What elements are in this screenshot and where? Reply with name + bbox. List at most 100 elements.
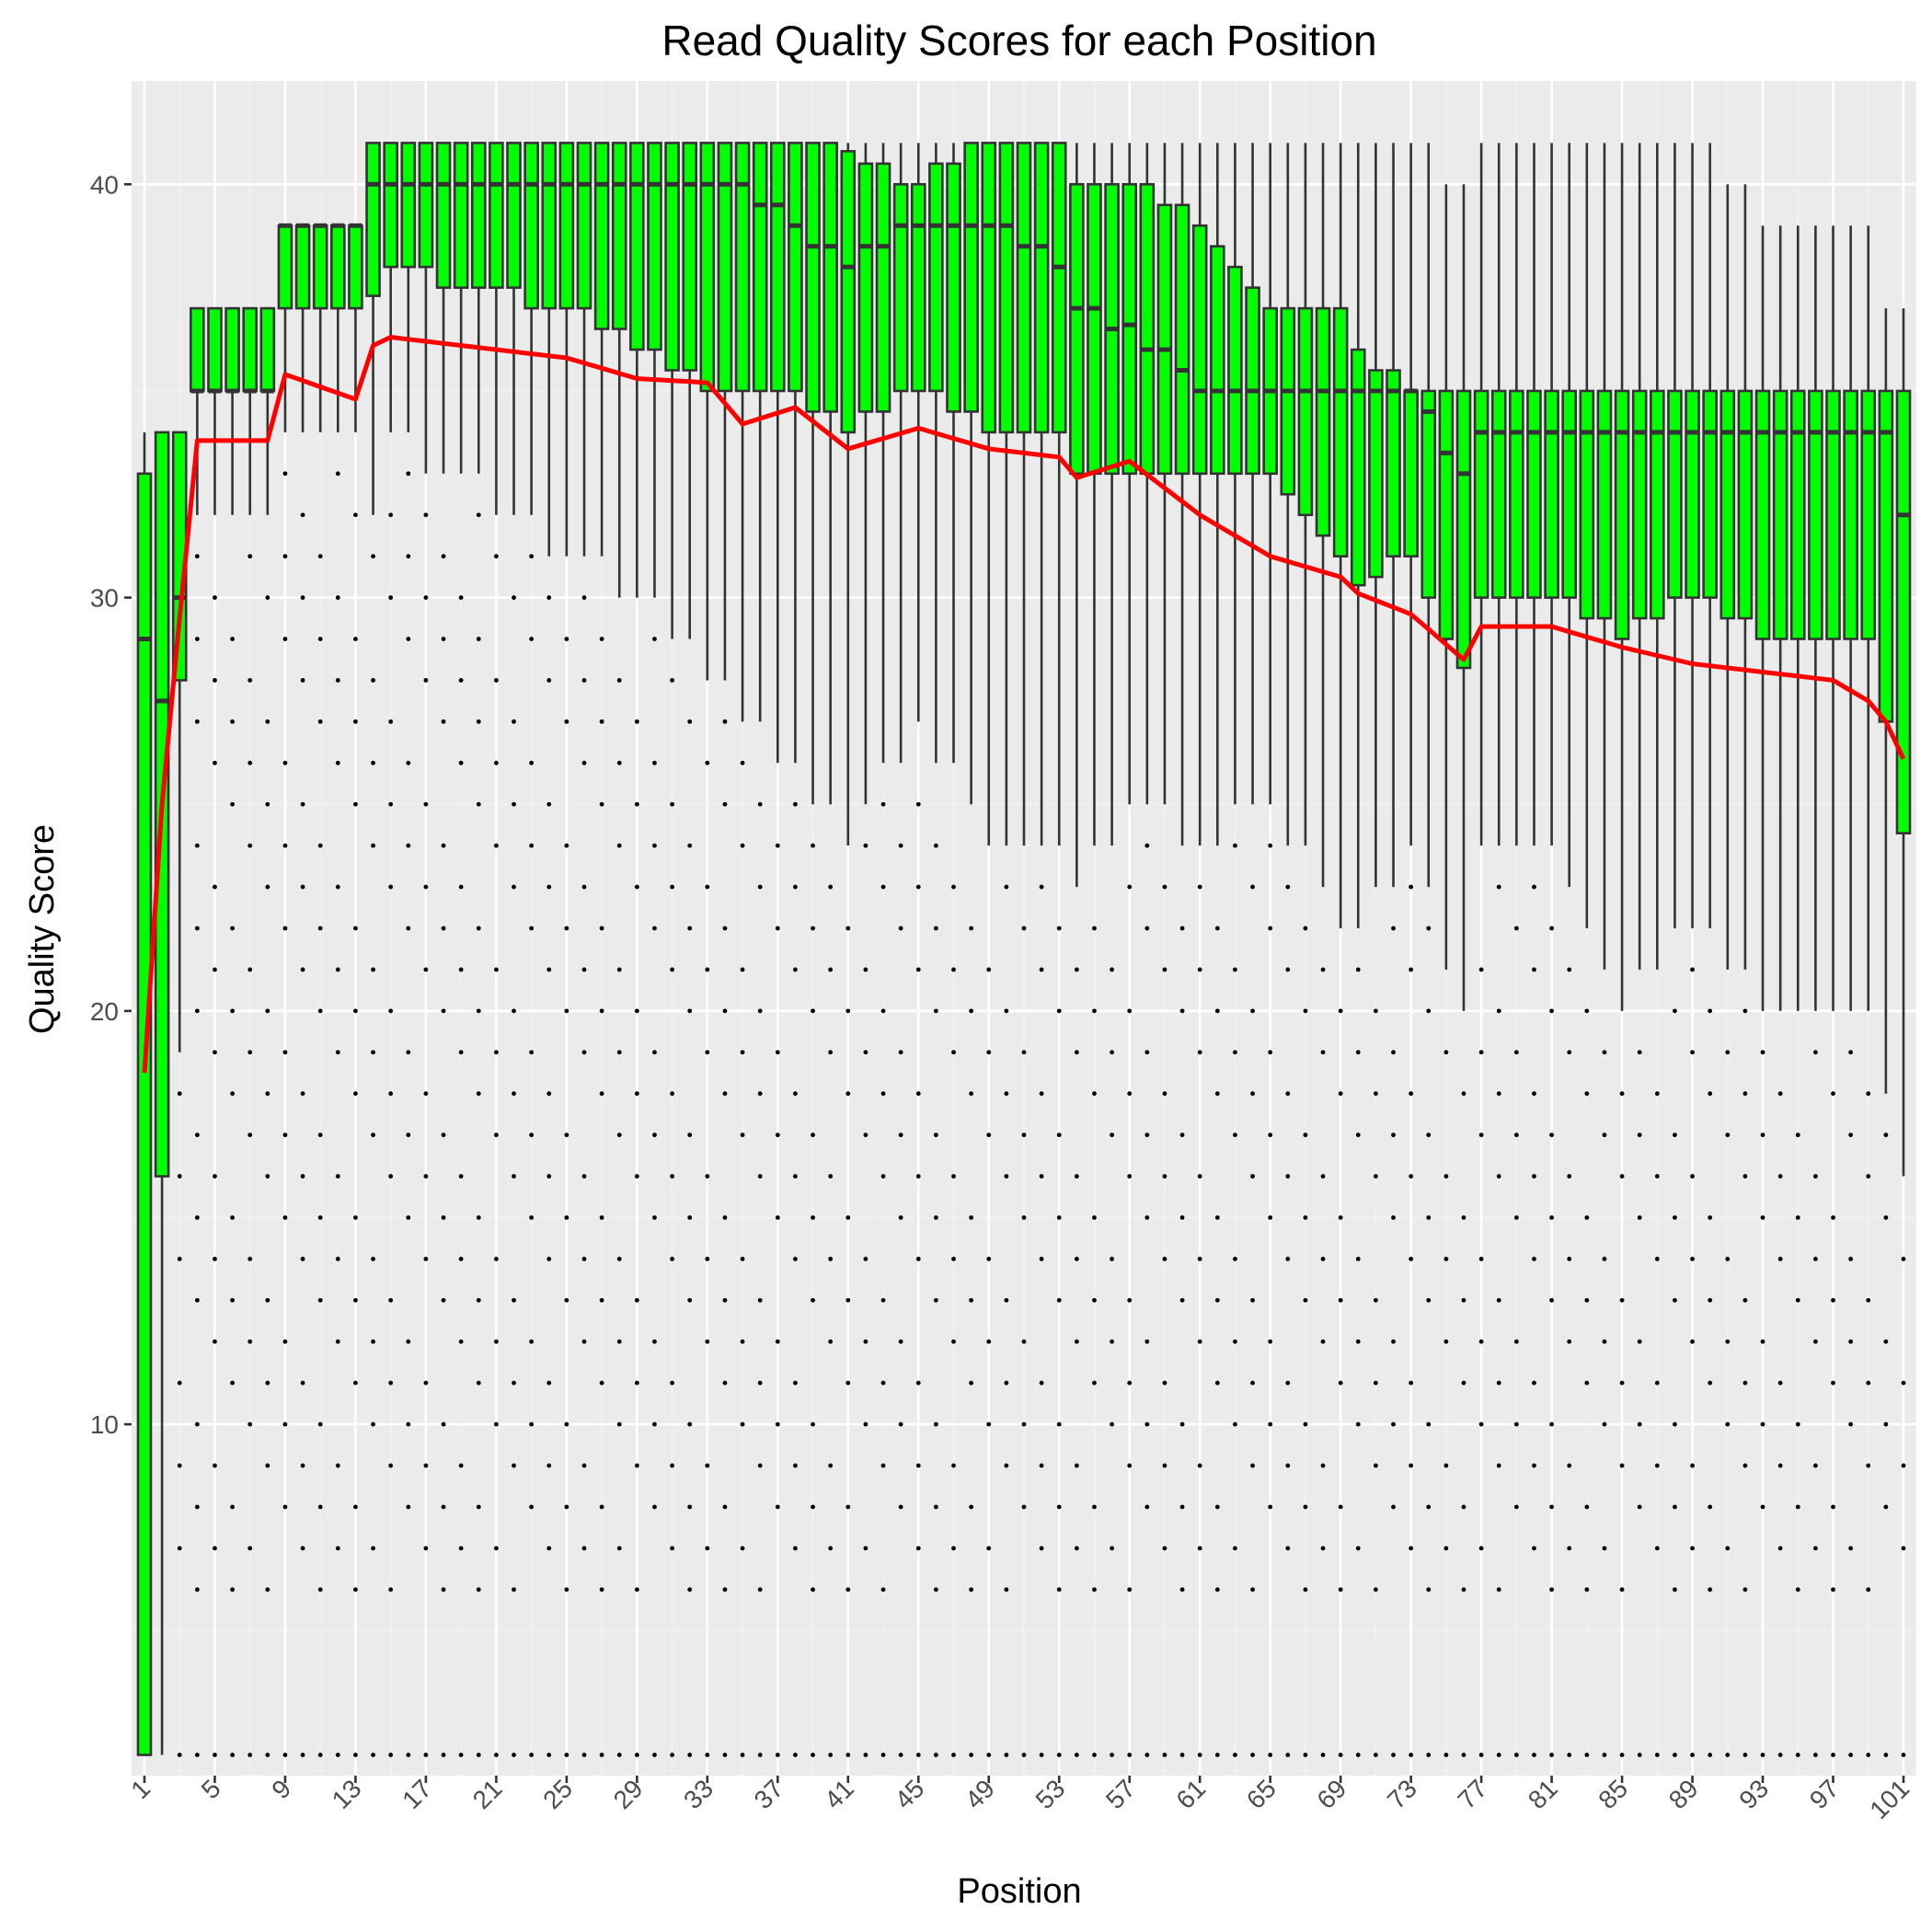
- outlier-point: [371, 1339, 375, 1344]
- outlier-point: [599, 719, 604, 724]
- outlier-point: [388, 1587, 394, 1593]
- outlier-point: [670, 1174, 674, 1179]
- outlier-point: [1110, 1421, 1114, 1427]
- x-tick-label: 9: [266, 1774, 296, 1804]
- outlier-point: [652, 843, 657, 848]
- outlier-point: [1320, 967, 1326, 972]
- outlier-point: [634, 719, 639, 724]
- box-series: [136, 142, 1912, 1756]
- outlier-point: [1268, 1339, 1273, 1344]
- outlier-point: [969, 1587, 974, 1593]
- outlier-point: [529, 843, 535, 848]
- outlier-point: [845, 1297, 851, 1303]
- outlier-point: [722, 1587, 728, 1593]
- outlier-point: [1162, 884, 1167, 890]
- outlier-point: [1391, 1421, 1396, 1427]
- outlier-point: [652, 1753, 657, 1757]
- outlier-point: [1725, 1753, 1731, 1757]
- outlier-point: [300, 678, 305, 683]
- outlier-point: [1513, 1215, 1519, 1220]
- iqr-box: [523, 142, 539, 310]
- outlier-point: [1303, 926, 1308, 931]
- outlier-point: [1654, 1257, 1660, 1261]
- box-position-18: [435, 142, 452, 474]
- outlier-point: [1110, 1339, 1114, 1344]
- chart-title: Read Quality Scores for each Position: [661, 17, 1376, 64]
- outlier-point: [811, 1504, 815, 1510]
- box-position-61: [1191, 143, 1208, 846]
- outlier-point: [1303, 1421, 1308, 1427]
- outlier-point: [335, 678, 340, 683]
- outlier-point: [1214, 1215, 1220, 1220]
- outlier-point: [300, 884, 305, 890]
- outlier-point: [1409, 1380, 1414, 1386]
- outlier-point: [1567, 1257, 1572, 1261]
- box-position-47: [946, 143, 961, 764]
- outlier-point: [1654, 1091, 1660, 1097]
- outlier-point: [564, 843, 569, 848]
- outlier-point: [1901, 1753, 1906, 1757]
- outlier-point: [986, 1257, 992, 1261]
- outlier-point: [265, 1380, 270, 1386]
- outlier-point: [775, 1753, 780, 1757]
- outlier-point: [546, 1380, 552, 1386]
- outlier-point: [616, 1753, 622, 1757]
- outlier-point: [1355, 1421, 1361, 1427]
- outlier-point: [1303, 1504, 1308, 1510]
- outlier-point: [1056, 1215, 1062, 1220]
- outlier-point: [494, 1339, 499, 1344]
- outlier-point: [1285, 1753, 1291, 1757]
- outlier-point: [1127, 1463, 1133, 1468]
- y-tick-label: 20: [90, 997, 119, 1026]
- iqr-box: [1544, 389, 1559, 599]
- outlier-point: [1532, 1546, 1536, 1551]
- outlier-point: [1426, 1753, 1432, 1757]
- outlier-point: [230, 1380, 236, 1386]
- outlier-point: [1092, 1297, 1097, 1303]
- outlier-point: [1391, 1215, 1396, 1220]
- outlier-point: [476, 1380, 481, 1386]
- box-position-54: [1069, 143, 1085, 888]
- outlier-point: [616, 678, 622, 683]
- outlier-point: [1742, 1753, 1748, 1757]
- outlier-point: [1197, 1463, 1202, 1468]
- outlier-point: [670, 1753, 674, 1757]
- outlier-point: [265, 1297, 270, 1303]
- outlier-point: [986, 1339, 992, 1344]
- outlier-point: [546, 1091, 552, 1097]
- box-position-100: [1878, 308, 1894, 1094]
- iqr-box: [1403, 389, 1419, 558]
- outlier-point: [388, 1174, 394, 1179]
- outlier-point: [828, 1753, 834, 1757]
- outlier-point: [458, 1174, 464, 1179]
- outlier-point: [353, 637, 358, 641]
- x-tick-label: 73: [1382, 1774, 1422, 1814]
- outlier-point: [317, 843, 323, 848]
- outlier-point: [1374, 1174, 1378, 1179]
- outlier-point: [213, 1257, 217, 1261]
- outlier-point: [740, 1050, 745, 1055]
- outlier-point: [1478, 1421, 1484, 1427]
- outlier-point: [1021, 1133, 1027, 1138]
- box-position-32: [682, 142, 698, 639]
- outlier-point: [687, 719, 693, 724]
- iqr-box: [506, 142, 522, 289]
- box-position-23: [523, 142, 539, 515]
- outlier-point: [476, 1091, 481, 1097]
- outlier-point: [194, 926, 200, 931]
- outlier-point: [1197, 1339, 1202, 1344]
- outlier-point: [335, 1257, 340, 1261]
- outlier-point: [1777, 1257, 1783, 1261]
- outlier-point: [1478, 1050, 1484, 1055]
- outlier-point: [564, 1133, 569, 1138]
- outlier-point: [1690, 1174, 1695, 1179]
- outlier-point: [634, 1380, 639, 1386]
- outlier-point: [458, 1753, 464, 1757]
- box-position-63: [1227, 143, 1243, 805]
- outlier-point: [458, 678, 464, 683]
- box-position-68: [1315, 143, 1331, 888]
- outlier-point: [1285, 1091, 1291, 1097]
- outlier-point: [1197, 1050, 1202, 1055]
- outlier-point: [1144, 1504, 1150, 1510]
- outlier-point: [335, 1050, 340, 1055]
